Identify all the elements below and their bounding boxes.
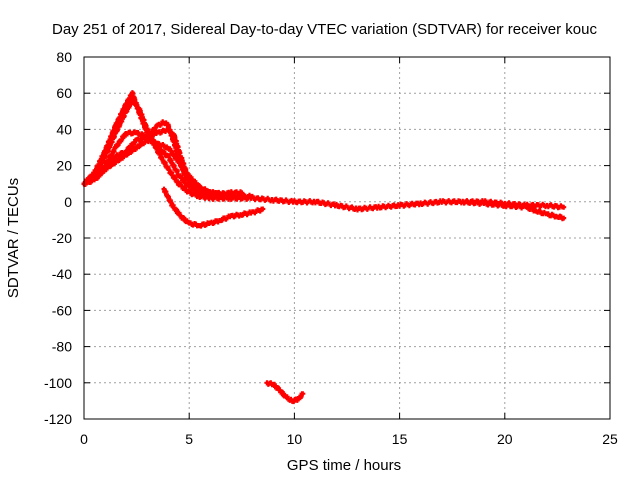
y-tick-label: -80 xyxy=(52,339,72,355)
data-points xyxy=(81,90,567,405)
x-axis-title: GPS time / hours xyxy=(287,457,401,474)
chart-title: Day 251 of 2017, Sidereal Day-to-day VTE… xyxy=(52,21,597,38)
y-tick-label: 0 xyxy=(64,194,72,210)
y-tick-label: -40 xyxy=(52,266,72,282)
series-arc-7 xyxy=(264,380,306,405)
x-tick-label: 5 xyxy=(185,431,193,447)
x-tick-label: 25 xyxy=(602,431,618,447)
series-arc-6 xyxy=(161,186,266,229)
data-markers-arc-2 xyxy=(81,90,255,201)
data-markers-arc-1 xyxy=(81,97,567,213)
y-tick-label: -60 xyxy=(52,302,72,318)
y-tick-label: -20 xyxy=(52,230,72,246)
y-tick-label: 40 xyxy=(56,121,72,137)
axis-ticks: 0 5 10 15 20 25 -120 -100 -80 -60 -40 -20 0 20 40 60 80 xyxy=(44,49,618,447)
plot-frame xyxy=(83,56,611,420)
series-arc-1 xyxy=(81,97,567,213)
y-tick-label: 80 xyxy=(56,49,72,65)
x-tick-label: 0 xyxy=(80,431,88,447)
data-markers-arc-7 xyxy=(264,380,306,405)
y-tick-label: -100 xyxy=(44,375,72,391)
y-tick-label: -120 xyxy=(44,411,72,427)
x-tick-label: 15 xyxy=(392,431,408,447)
y-axis-title: SDTVAR / TECUs xyxy=(5,178,22,298)
y-tick-label: 20 xyxy=(56,158,72,174)
series-arc-8 xyxy=(460,198,567,222)
x-tick-label: 10 xyxy=(287,431,303,447)
data-markers-arc-6 xyxy=(161,186,266,229)
x-tick-label: 20 xyxy=(497,431,513,447)
grid-lines xyxy=(84,57,610,419)
y-tick-label: 60 xyxy=(56,85,72,101)
series-arc-2 xyxy=(81,90,255,201)
data-markers-arc-8 xyxy=(460,198,567,222)
